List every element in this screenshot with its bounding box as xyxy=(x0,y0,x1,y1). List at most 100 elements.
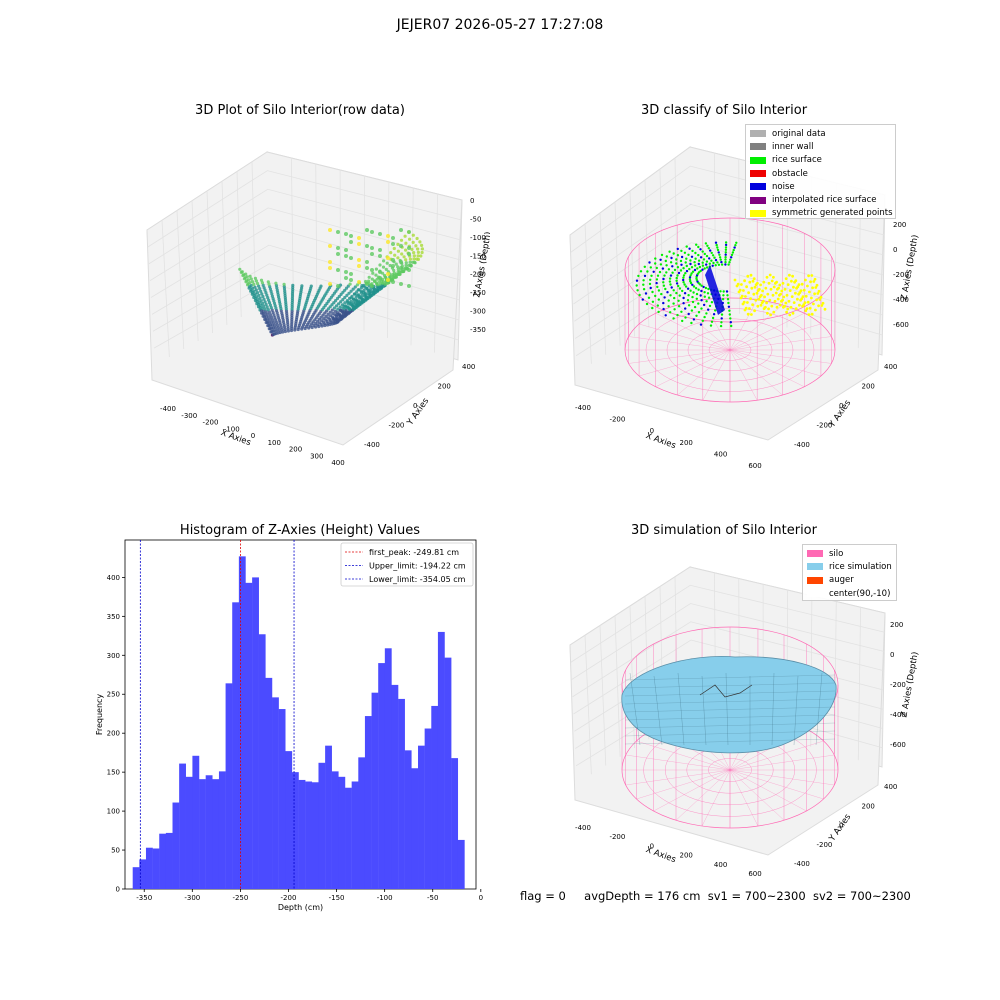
classify-point xyxy=(769,313,772,317)
classify-point xyxy=(659,263,663,266)
classify-legend-item: rice surface xyxy=(746,154,895,167)
classify-point xyxy=(708,262,711,265)
classify-point xyxy=(699,269,702,273)
classify-silo-spoke xyxy=(729,349,783,396)
classify-legend-swatch xyxy=(750,209,766,217)
classify-point-cloud xyxy=(635,241,827,328)
classify-point xyxy=(680,255,684,259)
simulation-x-label: X Axies xyxy=(644,845,677,865)
raw-x-tick-label: -200 xyxy=(203,419,219,427)
histogram-bar xyxy=(338,776,346,889)
classify-point xyxy=(814,286,818,289)
raw-point xyxy=(273,323,277,327)
classify-legend-label: obstacle xyxy=(772,168,808,179)
raw-point xyxy=(396,256,400,260)
classify-point xyxy=(685,264,688,268)
classify-point xyxy=(814,308,817,312)
classify-point xyxy=(649,286,652,290)
raw-point xyxy=(351,287,355,291)
classify-point xyxy=(695,292,699,296)
classify-point xyxy=(789,305,793,309)
classify-point xyxy=(780,289,784,293)
classify-point xyxy=(766,292,770,296)
raw-point xyxy=(326,312,330,316)
raw-point xyxy=(275,311,279,315)
classify-point xyxy=(658,270,662,274)
raw-point xyxy=(411,240,415,244)
classify-point xyxy=(641,298,644,301)
classify-point xyxy=(651,306,654,310)
classify-y-tick-label: 0 xyxy=(839,402,843,410)
classify-silo-spoke xyxy=(729,349,821,377)
raw-point xyxy=(326,323,330,327)
classify-point xyxy=(752,277,756,280)
classify-point xyxy=(665,264,668,267)
classify-point xyxy=(675,276,678,280)
raw-point xyxy=(388,274,392,278)
raw-grid-line xyxy=(149,207,461,281)
raw-point xyxy=(348,282,352,286)
classify-legend-label: inner wall xyxy=(772,141,814,152)
histogram-bar xyxy=(145,847,153,889)
classify-point xyxy=(748,307,751,310)
raw-point xyxy=(251,280,255,284)
raw-point xyxy=(396,270,400,274)
raw-point xyxy=(370,246,374,250)
rice-mesh-line xyxy=(624,738,836,745)
classify-point xyxy=(717,251,720,254)
histogram-bar xyxy=(364,716,372,889)
raw-grid-line xyxy=(150,226,461,298)
histogram-bar xyxy=(345,787,352,889)
rice-mesh-line xyxy=(677,672,685,746)
raw-point xyxy=(261,283,265,287)
classify-point xyxy=(675,279,678,282)
simulation-y-tick-label: -400 xyxy=(794,860,810,868)
classify-point xyxy=(693,261,696,264)
raw-point xyxy=(386,256,390,260)
classify-point xyxy=(703,315,706,319)
simulation-silo-spoke xyxy=(729,769,807,812)
simulation-silo-spoke xyxy=(625,769,731,786)
histogram-x-tick-label: -100 xyxy=(377,894,393,902)
simulation-legend: silo rice simulation auger center(90,-10) xyxy=(802,544,897,601)
classify-point xyxy=(683,292,687,295)
classify-point xyxy=(764,286,768,290)
histogram-bar xyxy=(139,859,147,889)
histogram-bar xyxy=(298,779,306,889)
simulation-legend-swatch xyxy=(807,576,823,584)
classify-point xyxy=(660,253,664,257)
raw-point xyxy=(328,244,332,248)
simulation-silo-spoke xyxy=(675,769,731,821)
raw-point xyxy=(352,297,356,301)
raw-point xyxy=(276,313,280,317)
histogram-y-label: Frequency xyxy=(95,694,104,736)
raw-point xyxy=(374,273,378,277)
classify-point xyxy=(724,260,727,264)
classify-y-tick-label: 200 xyxy=(862,383,875,391)
classify-point xyxy=(655,281,658,285)
simulation-grid-line xyxy=(857,607,862,761)
classify-point xyxy=(701,264,705,267)
classify-point xyxy=(697,253,700,257)
raw-z-tick-label: -350 xyxy=(470,326,486,334)
classify-point xyxy=(759,303,763,307)
raw-point xyxy=(357,236,361,240)
raw-point xyxy=(399,282,403,286)
raw-point xyxy=(392,271,396,275)
classify-point xyxy=(720,313,724,316)
raw-point xyxy=(353,292,357,296)
classify-point xyxy=(684,285,688,288)
rice-mesh-line xyxy=(624,730,836,737)
raw-point xyxy=(370,268,374,272)
classify-point xyxy=(678,287,682,290)
raw-point xyxy=(268,287,272,291)
raw-point xyxy=(403,234,407,238)
raw-point xyxy=(263,288,267,292)
raw-point xyxy=(336,246,340,250)
classify-point xyxy=(705,263,708,266)
classify-point xyxy=(804,278,807,282)
raw-point xyxy=(343,295,347,300)
histogram-bar xyxy=(318,762,326,889)
classify-point xyxy=(669,261,673,264)
raw-point xyxy=(290,320,294,324)
